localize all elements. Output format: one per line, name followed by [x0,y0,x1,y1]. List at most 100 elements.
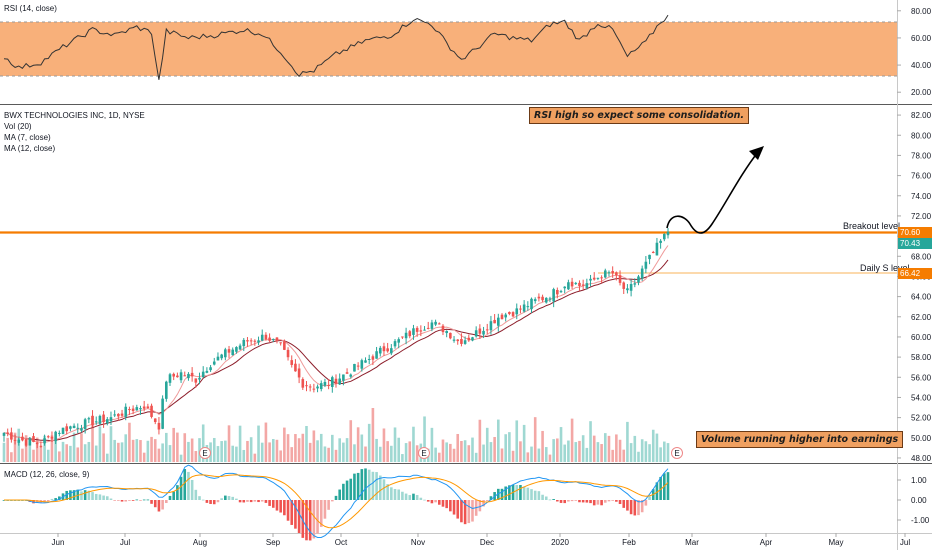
macd-bar [633,500,637,516]
volume-bar [541,430,544,462]
candle-body [76,427,80,429]
volume-bar [552,439,555,462]
candle-body [183,375,187,377]
time-tick-label: Oct [335,538,348,547]
candle-body [58,432,61,434]
candle-body [224,349,227,358]
time-tick-label: Nov [411,538,425,547]
candle-body [360,360,364,369]
volume-bar [430,427,434,462]
macd-bar [179,476,183,500]
volume-bar [338,438,341,462]
candle-body [485,329,489,331]
volume-bar [39,446,43,462]
candle-body [356,365,360,367]
candle-body [308,386,312,388]
volume-bar [615,434,618,462]
macd-bar [437,500,441,505]
volume-bar [397,437,401,462]
candle-body [615,272,618,276]
candle-body [179,372,183,381]
macd-bar [378,475,382,500]
macd-bar [279,500,282,513]
earnings-marker [671,447,683,459]
candle-body [467,337,471,341]
candle-body [316,386,319,389]
rsi-note-box[interactable]: RSI high so expect some consolidation. [529,107,750,124]
volume-bar [478,419,482,462]
volume-bar [356,427,360,462]
macd-label: MACD (12, 26, close, 9) [4,470,90,479]
candle-body [522,304,526,312]
candle-body [449,332,452,339]
rsi-label: RSI (14, close) [4,4,57,13]
macd-bar [161,500,164,510]
volume-bar [172,427,175,462]
volume-bar [61,441,65,462]
macd-bar [227,496,231,500]
candle-body [120,413,124,416]
volume-bar [622,449,626,462]
macd-bar [94,493,98,500]
candle-body [666,231,670,236]
macd-bar [253,500,257,502]
price-tick-label: 54.00 [911,393,932,402]
macd-bar [113,500,116,501]
candle-body [165,381,168,399]
volume-bar [194,451,198,462]
volume-bar [35,437,39,462]
candle-body [419,330,423,332]
candle-body [24,439,28,446]
candle-body [249,340,253,342]
candle-body [390,348,393,354]
candle-body [231,349,235,356]
volume-bar [375,438,378,462]
candle-body [397,339,401,343]
macd-bar [176,485,179,500]
macd-bar [404,493,408,500]
candle-body [109,417,113,422]
candle-body [482,330,485,335]
macd-bar [91,492,94,500]
volume-bar [224,440,227,462]
macd-bar [135,499,139,501]
volume-bar [105,453,109,462]
volume-bar [120,442,124,462]
macd-bar [519,484,522,500]
volume-bar [246,440,249,462]
volume-bar [371,408,375,462]
macd-bar [334,495,338,500]
volume-bar [190,438,194,462]
macd-bar [629,500,633,515]
macd-bar [482,500,485,507]
volume-bar [10,452,13,462]
macd-bar [220,498,223,500]
macd-bar [216,500,220,503]
macd-bar [537,491,541,500]
volume-bar [216,446,220,462]
candle-body [187,373,190,379]
ma12-label: MA (12, close) [4,144,55,153]
candle-body [294,363,297,372]
candle-body [128,409,131,411]
candle-body [190,372,194,377]
candle-body [640,268,644,279]
candle-body [212,361,216,365]
macd-bar [316,500,319,534]
macd-bar [283,500,286,516]
volume-bar [485,427,489,462]
volume-bar [415,445,419,462]
candle-body [323,381,327,386]
volume-bar [165,432,168,462]
volume-bar [364,446,367,462]
volume-bar [98,426,102,462]
macd-bar [434,500,437,503]
macd-bar [508,485,511,500]
volume-note-box[interactable]: Volume running higher into earnings [696,431,904,448]
price-tick-label: 48.00 [911,454,932,463]
candle-body [423,329,426,331]
volume-bar [2,442,6,462]
candle-body [618,275,622,283]
time-tick-label: Dec [480,538,494,547]
breakout-label: Breakout level [843,221,901,231]
